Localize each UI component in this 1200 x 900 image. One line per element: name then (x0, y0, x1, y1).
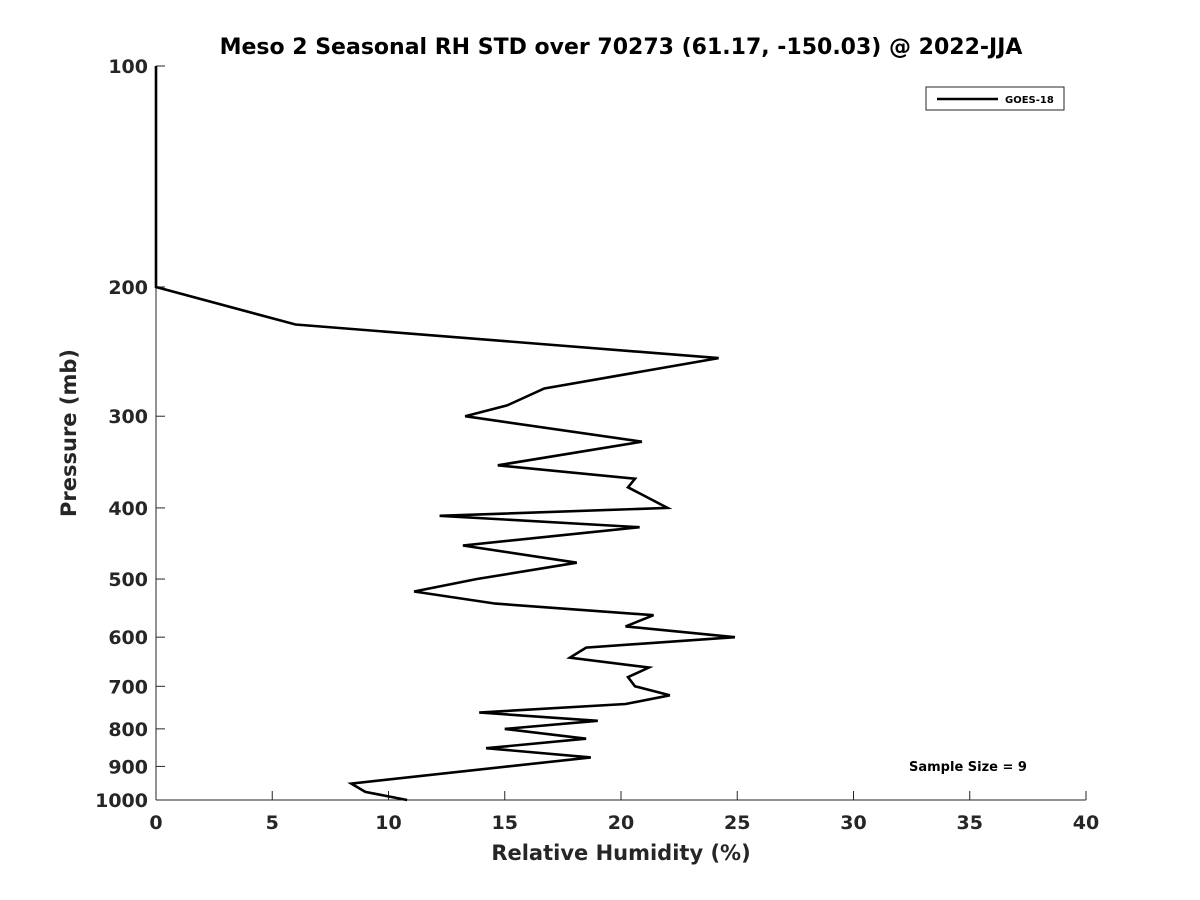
x-tick-label-4: 20 (608, 812, 634, 834)
series-line-goes-18 (154, 66, 736, 802)
y-tick-label-6: 700 (108, 676, 148, 698)
sample-size-annotation: Sample Size = 9 (909, 760, 1027, 775)
chart-title: Meso 2 Seasonal RH STD over 70273 (61.17… (220, 35, 1023, 60)
y-axis-label: Pressure (mb) (57, 349, 81, 517)
x-tick-label-6: 30 (840, 812, 866, 834)
legend-label-goes-18: GOES-18 (1005, 95, 1054, 106)
x-tick-label-3: 15 (492, 812, 518, 834)
axes (155, 66, 1086, 801)
x-tick-label-7: 35 (957, 812, 983, 834)
y-tick-label-2: 300 (108, 406, 148, 428)
legend: GOES-18 (925, 86, 1065, 111)
y-tick-label-8: 900 (108, 756, 148, 778)
y-tick-label-1: 200 (108, 277, 148, 299)
y-tick-label-9: 1000 (95, 790, 148, 812)
y-tick-label-3: 400 (108, 498, 148, 520)
series-group (154, 66, 736, 802)
y-tick-label-4: 500 (108, 569, 148, 591)
x-tick-label-2: 10 (375, 812, 401, 834)
x-ticks: 0 5 10 15 20 25 30 35 40 (149, 791, 1099, 834)
y-tick-label-7: 800 (108, 719, 148, 741)
x-tick-label-5: 25 (724, 812, 750, 834)
x-tick-label-8: 40 (1073, 812, 1099, 834)
x-tick-label-1: 5 (266, 812, 279, 834)
y-tick-label-0: 100 (108, 56, 148, 78)
x-tick-label-0: 0 (149, 812, 162, 834)
x-axis-label: Relative Humidity (%) (491, 841, 750, 865)
y-tick-label-5: 600 (108, 627, 148, 649)
y-ticks: 100 200 300 400 500 600 700 800 900 1000 (95, 56, 165, 812)
